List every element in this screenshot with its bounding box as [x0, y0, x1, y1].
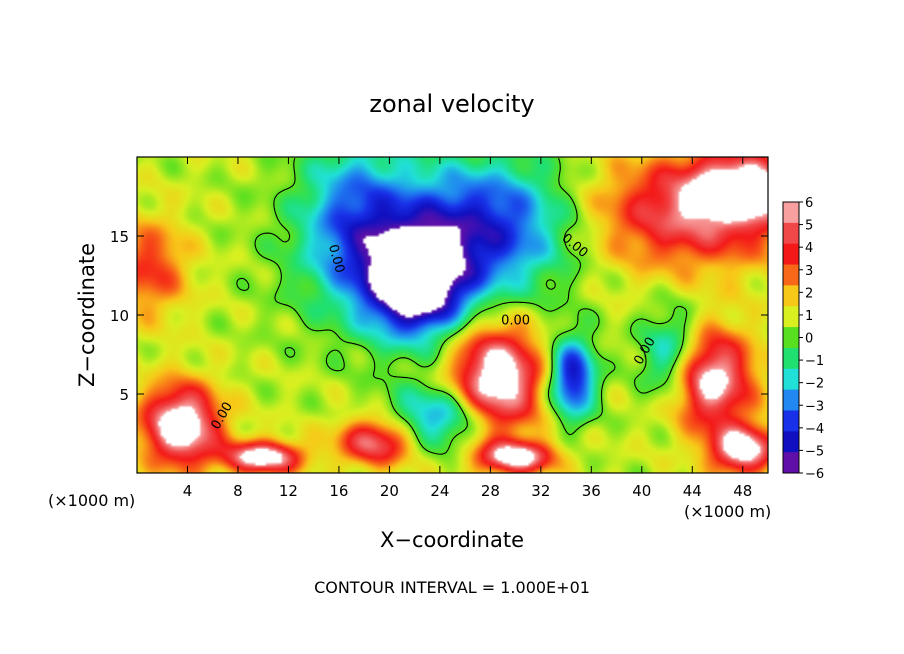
x-tick-label: 32 [531, 482, 550, 500]
x-tick-label: 44 [683, 482, 702, 500]
contour-label: 0.00 [501, 313, 530, 328]
x-axis-unit-right: (×1000 m) [684, 502, 771, 521]
velocity-field-heatmap [137, 157, 768, 473]
colorbar-tick-label: −2 [805, 377, 824, 392]
colorbar-tick-label: 1 [805, 309, 813, 324]
colorbar-segment [783, 222, 799, 245]
colorbar-tick-label: −5 [805, 444, 824, 459]
y-tick-label: 15 [110, 228, 129, 246]
colorbar-tick-label: 3 [805, 264, 813, 279]
colorbar-tick-label: −6 [805, 467, 824, 482]
colorbar-segment [783, 264, 799, 286]
colorbar-segment [783, 389, 799, 411]
x-axis-unit-left: (×1000 m) [48, 491, 135, 510]
chart-title: zonal velocity [369, 90, 534, 118]
x-tick-label: 4 [183, 482, 193, 500]
colorbar-tick-label: 6 [805, 196, 813, 211]
colorbar-segment [783, 306, 799, 328]
colorbar-segment [783, 202, 799, 224]
x-tick-label: 40 [632, 482, 651, 500]
x-tick-label: 12 [279, 482, 298, 500]
colorbar-tick-label: −3 [805, 399, 824, 414]
contour-label: 0.00 [325, 243, 347, 275]
colorbar-tick-label: 2 [805, 286, 813, 301]
x-tick-label: 24 [430, 482, 449, 500]
x-tick-label: 36 [582, 482, 601, 500]
zero-contour-path [236, 158, 688, 455]
colorbar-segment [783, 368, 799, 391]
colorbar-segment [783, 431, 799, 453]
colorbar-tick-label: −4 [805, 422, 824, 437]
x-tick-label: 20 [380, 482, 399, 500]
colorbar-tick-label: 5 [805, 219, 813, 234]
plot-area: 0.000.000.000.000.00 [136, 156, 769, 474]
colorbar-segment [783, 347, 799, 370]
x-axis-ticks: 4 8 12 16 20 24 28 32 36 40 44 48 [183, 157, 752, 500]
colorbar-tick-label: 4 [805, 241, 813, 256]
colorbar-segment [783, 243, 799, 266]
colorbar-segment [783, 285, 799, 307]
y-axis-ticks: 5 10 15 [110, 228, 768, 404]
x-tick-label: 48 [733, 482, 752, 500]
zero-contour-lines [236, 158, 688, 455]
x-tick-label: 16 [329, 482, 348, 500]
colorbar: 6 5 4 3 2 1 0 −1 −2 −3 −4 −5 −6 [782, 196, 824, 482]
colorbar-segment [783, 452, 799, 474]
x-axis-label: X−coordinate [380, 528, 524, 552]
x-tick-label: 8 [233, 482, 243, 500]
colorbar-tick-label: 0 [805, 332, 813, 347]
y-axis-label: Z−coordinate [75, 243, 99, 387]
y-tick-label: 10 [110, 307, 129, 325]
colorbar-tick-label: −1 [805, 354, 824, 369]
colorbar-segment [783, 327, 799, 349]
colorbar-segment [783, 410, 799, 432]
contour-interval-note: CONTOUR INTERVAL = 1.000E+01 [314, 578, 590, 597]
y-tick-label: 5 [119, 386, 129, 404]
x-tick-label: 28 [481, 482, 500, 500]
